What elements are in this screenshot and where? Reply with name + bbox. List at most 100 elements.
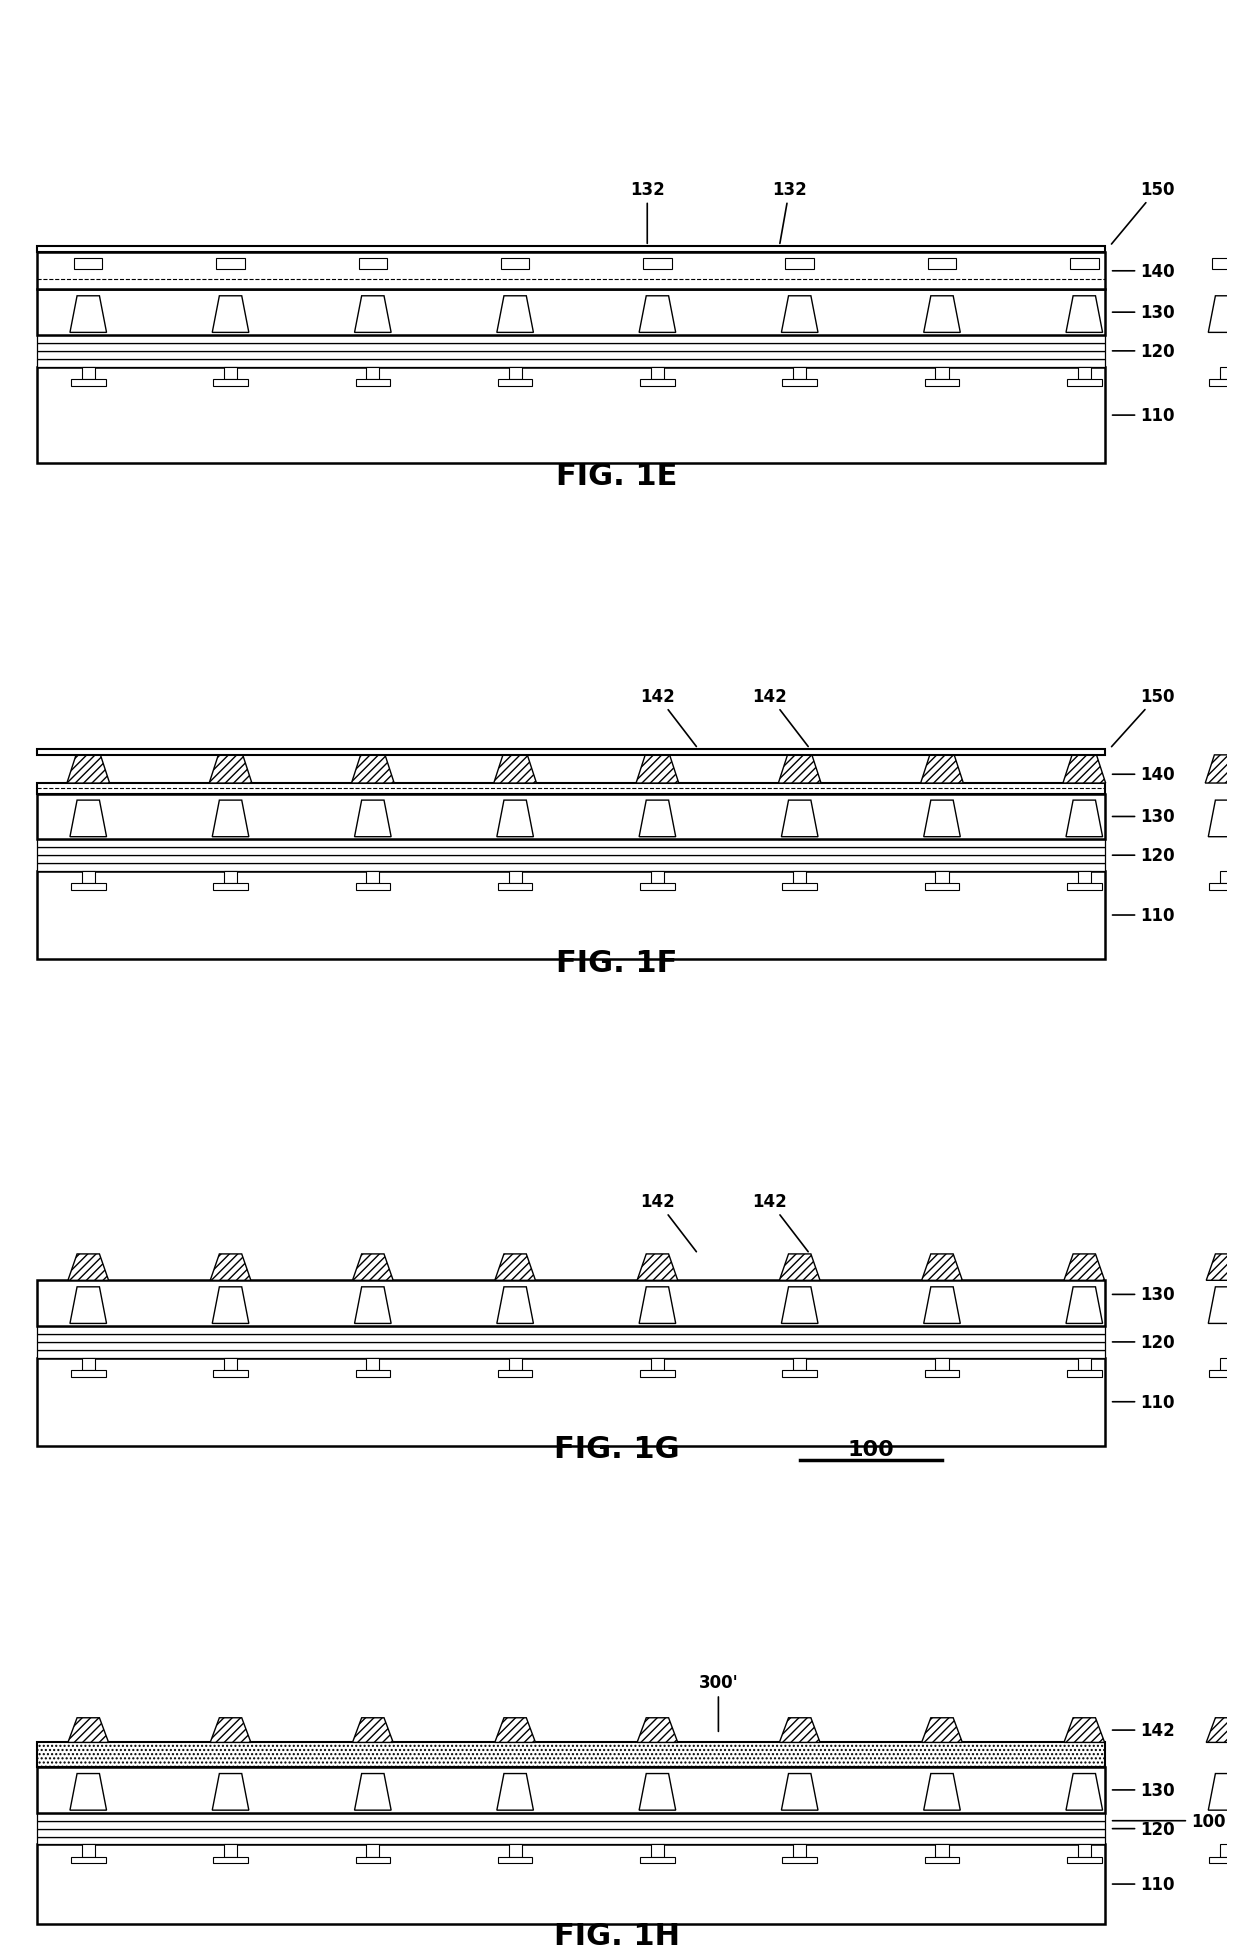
Bar [1209,1857,1240,1863]
Polygon shape [1208,1288,1240,1323]
Bar [785,258,813,270]
Bar [1066,885,1101,890]
Bar [224,368,237,380]
Bar [508,1845,522,1857]
Polygon shape [781,800,818,838]
Bar [213,1370,248,1378]
Polygon shape [1208,297,1240,333]
Polygon shape [924,1773,960,1810]
Polygon shape [355,297,391,333]
Bar [213,885,248,890]
Text: FIG. 1H: FIG. 1H [554,1922,680,1949]
Bar [37,1280,1105,1327]
Text: 130: 130 [1112,303,1174,323]
Bar [356,1857,391,1863]
Bar [782,1857,817,1863]
Polygon shape [924,1288,960,1323]
Polygon shape [636,755,678,783]
Polygon shape [781,1773,818,1810]
Bar [782,1370,817,1378]
Text: 300': 300' [698,1673,738,1732]
Polygon shape [69,297,107,333]
Polygon shape [355,1288,391,1323]
Bar [508,1358,522,1370]
Polygon shape [497,800,533,838]
Text: 120: 120 [1112,847,1174,865]
Polygon shape [67,755,109,783]
Bar [925,1857,960,1863]
Bar [37,1350,1105,1358]
Bar [37,247,1105,252]
Text: 132: 132 [630,180,665,245]
Bar [928,258,956,270]
Bar [37,1812,1105,1820]
Bar [651,368,665,380]
Polygon shape [494,755,537,783]
Bar [37,783,1105,795]
Polygon shape [210,755,252,783]
Bar [37,863,1105,871]
Bar [37,252,1105,290]
Bar [213,1857,248,1863]
Polygon shape [497,1288,533,1323]
Polygon shape [68,1254,109,1280]
Text: FIG. 1G: FIG. 1G [554,1434,680,1464]
Bar [366,1358,379,1370]
Polygon shape [212,297,249,333]
Bar [37,847,1105,855]
Bar [216,258,244,270]
Text: FIG. 1E: FIG. 1E [556,462,677,491]
Bar [640,1857,675,1863]
Bar [37,840,1105,847]
Bar [356,1370,391,1378]
Bar [508,871,522,885]
Bar [1220,368,1234,380]
Bar [37,290,1105,337]
Bar [224,1845,237,1857]
Polygon shape [781,1288,818,1323]
Bar [651,1845,665,1857]
Bar [37,795,1105,840]
Bar [1066,1370,1101,1378]
Bar [935,871,949,885]
Polygon shape [924,800,960,838]
Bar [37,855,1105,863]
Polygon shape [495,1254,536,1280]
Polygon shape [495,1718,536,1742]
Polygon shape [639,1773,676,1810]
Bar [1078,871,1091,885]
Bar [1209,1370,1240,1378]
Polygon shape [69,800,107,838]
Text: 120: 120 [1112,342,1174,360]
Bar [794,871,806,885]
Bar [37,1358,1105,1446]
Bar [82,1358,95,1370]
Polygon shape [352,1254,393,1280]
Text: 150: 150 [1111,180,1174,245]
Polygon shape [69,1773,107,1810]
Bar [1220,871,1234,885]
Bar [640,380,675,386]
Polygon shape [1063,755,1106,783]
Bar [1213,258,1240,270]
Bar [497,1857,532,1863]
Bar [640,1370,675,1378]
Polygon shape [921,1254,962,1280]
Text: 130: 130 [1112,1781,1174,1798]
Bar [37,1343,1105,1350]
Bar [1066,1857,1101,1863]
Bar [366,871,379,885]
Bar [644,258,672,270]
Polygon shape [639,297,676,333]
Bar [37,1327,1105,1335]
Bar [1078,1845,1091,1857]
Bar [497,380,532,386]
Bar [782,885,817,890]
Polygon shape [1208,1773,1240,1810]
Polygon shape [351,755,394,783]
Text: 130: 130 [1112,808,1174,826]
Polygon shape [212,800,249,838]
Bar [356,885,391,890]
Bar [71,885,105,890]
Bar [82,368,95,380]
